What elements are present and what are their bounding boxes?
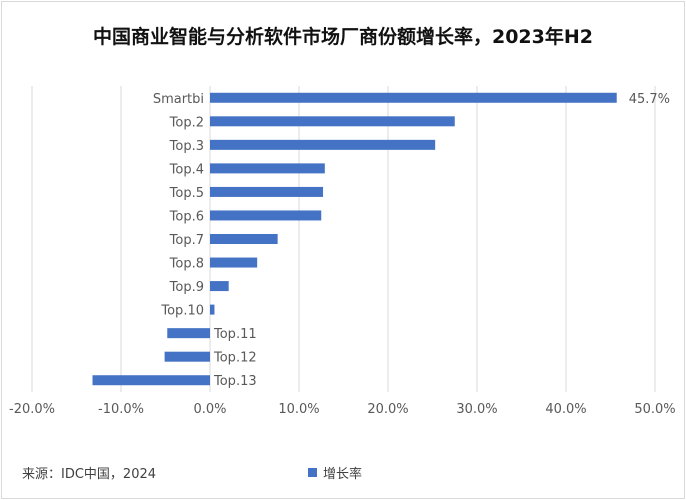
category-label: Smartbi: [153, 92, 204, 107]
bar: [210, 257, 258, 268]
bar: [164, 351, 210, 362]
bar: [210, 304, 215, 315]
x-tick-label: 20.0%: [367, 402, 408, 417]
legend-swatch: [308, 468, 317, 477]
bar: [210, 234, 278, 244]
x-tick-label: 40.0%: [545, 402, 586, 417]
data-label: 45.7%: [629, 92, 670, 107]
category-label: Top.4: [169, 162, 204, 177]
bar: [210, 163, 325, 174]
bar: [210, 281, 229, 292]
category-label: Top.6: [169, 209, 204, 224]
category-label: Top.10: [160, 304, 204, 319]
bar: [210, 116, 455, 127]
bar: [167, 328, 210, 339]
category-label: Top.11: [213, 327, 257, 342]
x-tick-label: 0.0%: [193, 402, 226, 417]
bar: [210, 210, 322, 221]
category-label: Top.7: [169, 233, 204, 248]
x-tick-label: -20.0%: [9, 402, 55, 417]
bar: [92, 375, 210, 386]
category-label: Top.12: [213, 351, 257, 366]
chart-title: 中国商业智能与分析软件市场厂商份额增长率，2023年H2: [92, 26, 593, 48]
category-label: Top.3: [169, 139, 204, 154]
x-tick-label: 50.0%: [634, 402, 675, 417]
bar: [210, 186, 324, 197]
x-tick-label: 10.0%: [278, 402, 319, 417]
legend-label: 增长率: [323, 467, 363, 482]
category-label: Top.8: [169, 257, 204, 272]
category-label: Top.13: [213, 374, 257, 389]
x-tick-label: -10.0%: [98, 402, 144, 417]
category-label: Top.5: [169, 186, 204, 201]
bar: [210, 92, 617, 103]
category-label: Top.9: [169, 280, 204, 295]
x-tick-label: 30.0%: [456, 402, 497, 417]
bar: [210, 139, 436, 150]
source-note: 来源：IDC中国，2024: [22, 467, 157, 482]
legend: 增长率: [308, 463, 362, 482]
category-label: Top.2: [169, 115, 204, 130]
